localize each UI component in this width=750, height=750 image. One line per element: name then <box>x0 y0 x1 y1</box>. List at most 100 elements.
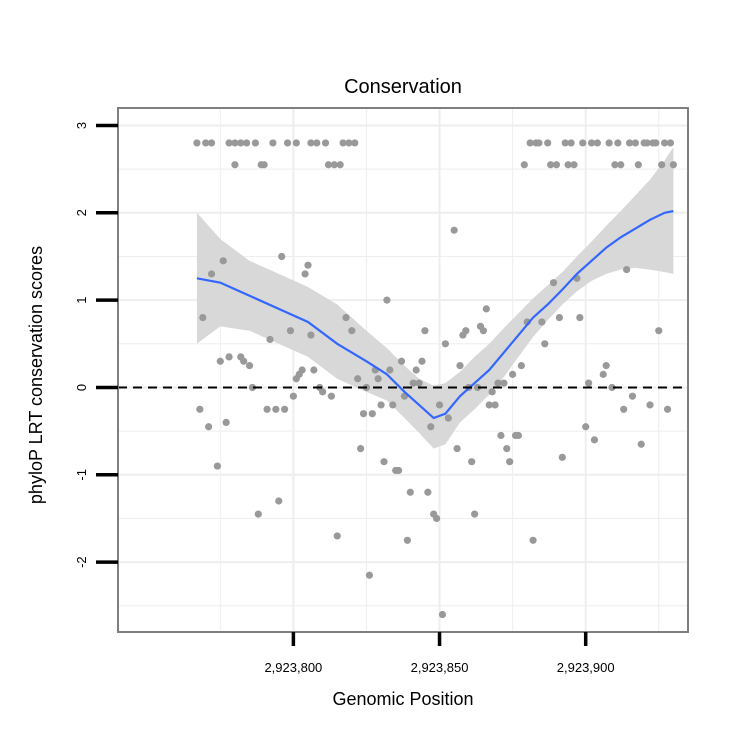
data-point <box>438 610 447 619</box>
data-point <box>307 139 315 147</box>
data-point <box>593 139 601 147</box>
data-point <box>342 314 350 322</box>
data-point <box>397 357 406 365</box>
data-point <box>424 488 432 496</box>
data-point <box>582 423 590 431</box>
data-point <box>602 362 610 370</box>
data-point <box>307 331 315 339</box>
data-point <box>643 139 651 147</box>
data-point <box>225 353 233 361</box>
data-point <box>646 401 654 409</box>
data-point <box>222 418 230 426</box>
data-point <box>193 139 201 147</box>
data-point <box>275 497 283 505</box>
data-point <box>605 139 613 147</box>
data-point <box>202 139 210 147</box>
data-point <box>576 314 584 322</box>
data-point <box>374 375 382 383</box>
data-point <box>281 405 289 413</box>
smooth-trend-line <box>196 209 674 420</box>
data-point <box>444 414 452 422</box>
data-point <box>535 139 543 147</box>
data-point <box>500 379 508 387</box>
data-point <box>453 445 461 453</box>
data-point <box>386 366 394 374</box>
data-point <box>590 436 599 444</box>
data-point <box>365 571 373 579</box>
data-point <box>310 366 318 374</box>
data-point <box>585 379 593 387</box>
data-point <box>456 362 464 370</box>
data-point <box>441 340 449 348</box>
data-point <box>468 458 476 466</box>
data-point <box>380 458 388 466</box>
y-tick-label: 3 <box>74 122 89 129</box>
data-point <box>260 161 268 169</box>
data-point <box>292 139 300 147</box>
grid-lines <box>118 108 688 632</box>
data-point <box>567 139 575 147</box>
data-point <box>427 423 435 431</box>
data-point <box>266 335 274 344</box>
data-point <box>321 139 330 147</box>
data-point <box>549 279 558 287</box>
data-point <box>634 161 642 169</box>
data-point <box>491 401 499 409</box>
data-point <box>383 296 391 304</box>
data-point <box>608 383 616 392</box>
data-point <box>514 431 523 440</box>
data-point <box>517 362 525 370</box>
data-point <box>330 161 338 169</box>
data-point <box>231 139 239 147</box>
data-point <box>564 161 572 169</box>
data-point <box>485 401 493 409</box>
smooth-line-layer <box>196 209 674 420</box>
data-point <box>503 445 511 453</box>
data-point <box>544 139 552 147</box>
data-point <box>272 405 280 413</box>
x-axis: 2,923,800 2,923,850 2,923,900 <box>264 632 615 675</box>
data-point <box>655 327 663 335</box>
data-point <box>339 139 347 147</box>
data-point <box>409 379 417 387</box>
y-axis-label: phyloP LRT conservation scores <box>26 246 46 504</box>
data-point <box>237 139 245 147</box>
data-point <box>617 161 625 169</box>
data-point <box>628 392 637 400</box>
data-point <box>225 139 233 147</box>
data-point <box>406 488 414 496</box>
data-point <box>243 139 251 147</box>
data-point <box>213 462 221 470</box>
data-point <box>368 410 376 418</box>
data-point <box>254 510 262 518</box>
data-point <box>433 514 441 523</box>
data-point <box>207 139 216 147</box>
data-point <box>520 161 528 169</box>
data-point <box>421 327 429 335</box>
data-point <box>623 265 631 274</box>
data-point <box>570 161 578 169</box>
data-point <box>357 445 365 453</box>
y-tick-label: -2 <box>74 556 89 568</box>
data-point <box>286 327 295 335</box>
data-point <box>412 366 420 374</box>
data-point <box>395 466 403 475</box>
data-point <box>205 423 213 431</box>
data-point <box>298 366 306 374</box>
data-point <box>482 305 490 313</box>
data-point <box>669 161 677 169</box>
data-point <box>415 379 423 387</box>
y-tick-label: 0 <box>74 384 89 391</box>
data-point <box>529 536 537 544</box>
data-point <box>351 139 359 147</box>
data-point <box>637 440 645 448</box>
y-tick-label: 1 <box>74 297 89 304</box>
chart-title: Conservation <box>344 76 462 98</box>
y-tick-label: -1 <box>74 469 89 481</box>
data-point <box>506 458 514 466</box>
data-point <box>579 139 587 147</box>
data-point <box>245 362 254 370</box>
data-point <box>336 161 344 169</box>
x-axis-label: Genomic Position <box>332 689 473 709</box>
